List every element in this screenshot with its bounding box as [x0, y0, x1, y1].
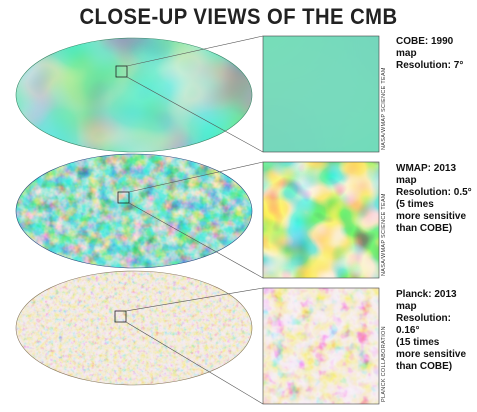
planck-caption: Planck: 2013 map Resolution: 0.16° (15 t… [396, 289, 476, 373]
planck-credit: PLANCK COLLABORATION [381, 326, 387, 402]
planck-connector-bottom [125, 321, 264, 405]
cobe-caption-line: COBE: 1990 map [396, 36, 454, 59]
wmap-credit: NASA/WMAP SCIENCE TEAM [381, 193, 387, 276]
planck-zoom-panel [262, 287, 380, 405]
cobe-caption: COBE: 1990 map Resolution: 7° [396, 36, 476, 72]
cobe-connector-bottom [126, 76, 264, 153]
planck-caption-line: than COBE) [396, 361, 453, 372]
figure-title: CLOSE-UP VIEWS OF THE CMB [79, 4, 398, 29]
planck-zoom-marker [114, 310, 127, 323]
wmap-sky-map [15, 153, 253, 269]
cobe-connector-top [126, 35, 264, 67]
planck-caption-line: Resolution: 0.16° [396, 313, 451, 336]
cobe-caption-line: Resolution: 7° [396, 60, 464, 71]
cobe-zoom-panel [262, 35, 380, 153]
planck-caption-line: Planck: 2013 map [396, 289, 457, 312]
planck-connector-top [125, 287, 264, 312]
wmap-connector-top [128, 161, 264, 193]
wmap-connector-bottom [128, 202, 264, 279]
planck-caption-line: (15 times [396, 337, 440, 348]
planck-caption-line: more sensitive [396, 349, 467, 360]
wmap-caption-line: WMAP: 2013 map [396, 163, 457, 186]
cobe-zoom-marker [115, 65, 128, 78]
cobe-credit: NASA/WMAP SCIENCE TEAM [381, 67, 387, 150]
cobe-sky-map [15, 37, 253, 153]
wmap-zoom-panel [262, 161, 380, 279]
wmap-caption-line: more sensitive [396, 211, 467, 222]
wmap-caption-line: Resolution: 0.5° [396, 187, 472, 198]
wmap-zoom-marker [117, 191, 130, 204]
wmap-caption-line: than COBE) [396, 223, 453, 234]
wmap-caption-line: (5 times [396, 199, 434, 210]
planck-sky-map [15, 270, 253, 386]
wmap-caption: WMAP: 2013 map Resolution: 0.5° (5 times… [396, 163, 476, 235]
